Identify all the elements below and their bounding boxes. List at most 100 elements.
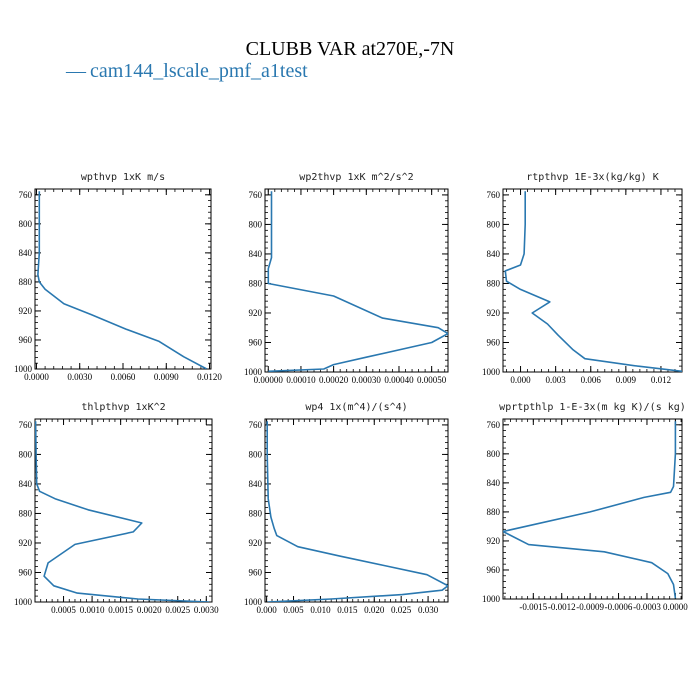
x-tick-label: 0.0005 xyxy=(51,605,76,615)
y-tick-label: 760 xyxy=(19,420,33,430)
series-line xyxy=(504,191,682,372)
panel-5: wp4 1x(m^4)/(s^4)76080084088092096010000… xyxy=(244,402,449,615)
x-tick-label: 0.00000 xyxy=(254,375,284,385)
series-line xyxy=(35,421,210,602)
x-tick-label: 0.0020 xyxy=(137,605,162,615)
y-tick-label: 840 xyxy=(19,248,33,258)
series-line xyxy=(267,191,448,372)
y-tick-label: 760 xyxy=(19,190,33,200)
y-tick-label: 760 xyxy=(487,190,501,200)
y-tick-label: 880 xyxy=(487,278,501,288)
panel-4: thlpthvp 1xK^2 760 800 840 880 920 960 1000 0.00… xyxy=(14,402,219,615)
y-tick-label: 800 xyxy=(19,449,33,459)
x-tick-label: 0.0030 xyxy=(194,605,219,615)
y-tick-label: 960 xyxy=(487,565,501,575)
y-tick-label: 1000 xyxy=(244,367,263,377)
x-tick-label: 0.020 xyxy=(364,605,385,615)
panel-grid: wpthvp 1xK m/s76080084088092096010000.00… xyxy=(14,172,688,615)
x-tick-label: 0.00050 xyxy=(417,375,447,385)
y-tick-label: 920 xyxy=(19,538,33,548)
x-tick-label: 0.010 xyxy=(310,605,331,615)
y-tick-label: 880 xyxy=(19,277,33,287)
x-tick-label: 0.025 xyxy=(391,605,412,615)
y-tick-label: 800 xyxy=(19,219,33,229)
panel-6: wprtpthlp 1-E-3x(m kg K)/(s kg) 760 800 840… xyxy=(482,402,688,612)
x-tick-label: 0.003 xyxy=(546,375,567,385)
y-tick-label: 800 xyxy=(249,219,263,229)
y-tick-label: 920 xyxy=(487,308,501,318)
x-tick-label: 0.005 xyxy=(283,605,304,615)
y-tick-label: 960 xyxy=(249,567,263,577)
y-tick-label: 920 xyxy=(249,538,263,548)
panel-title: wpthvp 1xK m/s xyxy=(81,172,165,183)
x-tick-label: 0.030 xyxy=(418,605,439,615)
panel-1: wpthvp 1xK m/s76080084088092096010000.00… xyxy=(14,172,222,382)
y-tick-label: 800 xyxy=(249,449,263,459)
figure-title: CLUBB VAR at270E,-7N xyxy=(246,38,455,60)
x-tick-label: -0.0009 xyxy=(576,602,604,612)
panel-title: thlpthvp 1xK^2 xyxy=(81,402,165,413)
plot-frame xyxy=(502,188,683,373)
legend-label: cam144_lscale_pmf_a1test xyxy=(90,60,308,82)
y-tick-label: 880 xyxy=(249,508,263,518)
y-tick-label: 1000 xyxy=(244,597,263,607)
y-tick-label: 1000 xyxy=(14,597,33,607)
plot-frame xyxy=(264,418,449,603)
panel-title: wp2thvp 1xK m^2/s^2 xyxy=(299,172,413,183)
series-line xyxy=(37,191,208,369)
x-tick-label: 0.0030 xyxy=(67,372,92,382)
y-tick-label: 880 xyxy=(487,507,501,517)
y-tick-label: 960 xyxy=(19,335,33,345)
x-tick-label: 0.0090 xyxy=(154,372,179,382)
y-tick-label: 800 xyxy=(487,449,501,459)
y-tick-label: 840 xyxy=(487,478,501,488)
y-tick-label: 840 xyxy=(249,249,263,259)
plot-frame xyxy=(34,418,213,603)
plot-frame xyxy=(264,188,449,373)
x-tick-label: 0.00030 xyxy=(352,375,382,385)
x-tick-label: 0.009 xyxy=(616,375,637,385)
x-tick-label: 0.00040 xyxy=(384,375,414,385)
series-line xyxy=(503,421,677,599)
legend-marker: — xyxy=(65,60,87,82)
y-tick-label: 960 xyxy=(487,337,501,347)
x-tick-label: 0.00020 xyxy=(319,375,349,385)
y-tick-label: 760 xyxy=(249,420,263,430)
x-tick-label: -0.0015 xyxy=(519,602,547,612)
x-tick-label: 0.000 xyxy=(256,605,277,615)
plot-frame xyxy=(502,418,683,600)
x-tick-label: 0.000 xyxy=(510,375,531,385)
plot-frame xyxy=(34,188,212,370)
y-tick-label: 1000 xyxy=(482,594,501,604)
y-tick-label: 880 xyxy=(19,508,33,518)
x-tick-label: 0.0060 xyxy=(111,372,136,382)
y-tick-label: 800 xyxy=(487,219,501,229)
y-tick-label: 880 xyxy=(249,278,263,288)
y-tick-label: 920 xyxy=(249,308,263,318)
x-tick-label: -0.0012 xyxy=(548,602,576,612)
panel-title: wp4 1x(m^4)/(s^4) xyxy=(305,402,407,413)
x-tick-label: 0.00010 xyxy=(286,375,316,385)
y-tick-label: 760 xyxy=(249,190,263,200)
panel-title: rtpthvp 1E-3x(kg/kg) K xyxy=(526,172,658,183)
x-tick-label: 0.0000 xyxy=(24,372,49,382)
y-tick-label: 1000 xyxy=(482,367,501,377)
panel-title: wprtpthlp 1-E-3x(m kg K)/(s kg) xyxy=(499,402,686,413)
x-tick-label: -0.0006 xyxy=(605,602,633,612)
y-tick-label: 840 xyxy=(249,479,263,489)
y-tick-label: 1000 xyxy=(14,364,33,374)
x-tick-label: 0.0000 xyxy=(663,602,688,612)
x-tick-label: 0.015 xyxy=(337,605,358,615)
y-tick-label: 960 xyxy=(249,337,263,347)
panel-2: wp2thvp 1xK m^2/s^2 760 800 840 880 920 960 100… xyxy=(244,172,449,385)
x-tick-label: 0.0015 xyxy=(108,605,133,615)
y-tick-label: 920 xyxy=(19,306,33,316)
series-line xyxy=(266,421,448,602)
panel-3: rtpthvp 1E-3x(kg/kg) K 760 800 840 880 920 960… xyxy=(482,172,683,385)
x-tick-label: 0.0120 xyxy=(197,372,222,382)
y-tick-label: 960 xyxy=(19,567,33,577)
y-tick-label: 760 xyxy=(487,420,501,430)
y-tick-label: 840 xyxy=(487,249,501,259)
x-tick-label: 0.006 xyxy=(581,375,602,385)
